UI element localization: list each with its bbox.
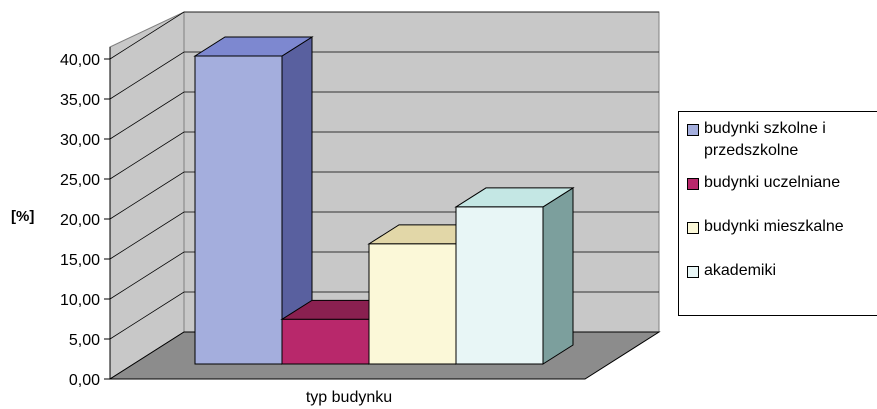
y-tick-label: 5,00 — [69, 332, 100, 349]
y-tick-label: 15,00 — [60, 252, 100, 269]
y-axis-label: [%] — [11, 208, 34, 225]
bar-side — [542, 187, 574, 365]
bar — [454, 187, 575, 365]
legend-label: budynki uczelniane — [704, 174, 841, 191]
y-tick-label: 25,00 — [60, 172, 100, 189]
legend-swatch — [687, 124, 699, 136]
y-tick-label: 35,00 — [60, 92, 100, 109]
legend-item: budynki szkolne i przedszkolne — [687, 118, 877, 162]
bar-front — [368, 243, 457, 365]
legend-swatch — [687, 178, 699, 190]
legend-item: budynki mieszkalne — [687, 216, 877, 238]
y-tick-label: 30,00 — [60, 132, 100, 149]
legend-label: budynki szkolne i przedszkolne — [704, 120, 826, 159]
legend-label: akademiki — [704, 262, 777, 279]
y-tick-label: 0,00 — [69, 372, 100, 389]
bar-front — [194, 55, 283, 365]
legend-swatch — [687, 266, 699, 278]
legend-item: akademiki — [687, 260, 877, 282]
gridline — [109, 131, 659, 180]
bar — [193, 36, 314, 365]
bar-front — [455, 206, 544, 365]
gridline — [109, 171, 659, 220]
legend-label: budynki mieszkalne — [704, 218, 844, 235]
legend: budynki szkolne i przedszkolne budynki uc… — [678, 111, 877, 316]
y-axis-ticks: 0,00 5,00 10,00 15,00 20,00 25,00 30,00 35,00 40… — [60, 47, 111, 389]
gridline — [109, 11, 659, 60]
y-tick-label: 40,00 — [60, 52, 100, 69]
bars — [110, 36, 585, 380]
y-tick-label: 10,00 — [60, 292, 100, 309]
legend-item: budynki uczelniane — [687, 172, 877, 194]
legend-swatch — [687, 222, 699, 234]
y-tick-label: 20,00 — [60, 212, 100, 229]
gridline — [109, 51, 659, 100]
x-axis-label: typ budynku — [306, 389, 392, 406]
gridline — [109, 91, 659, 140]
bar-front — [281, 318, 370, 365]
